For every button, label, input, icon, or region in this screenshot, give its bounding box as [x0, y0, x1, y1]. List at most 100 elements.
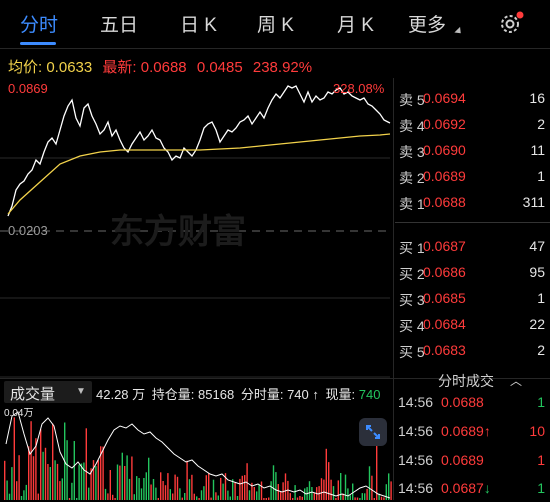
- volume-bar: [311, 487, 313, 500]
- period-tabs: 分时 五日 日 K 周 K 月 K 更多: [0, 0, 550, 48]
- volume-bar: [275, 472, 277, 500]
- volume-bar: [376, 442, 378, 500]
- volume-bar: [251, 482, 253, 500]
- open-interest-label: 持仓量:: [151, 387, 195, 402]
- volume-bar: [380, 496, 383, 500]
- volume-bar: [78, 464, 80, 500]
- volume-bar: [215, 492, 217, 500]
- gear-icon[interactable]: [497, 10, 525, 38]
- volume-bar: [364, 493, 366, 500]
- ask-row[interactable]: 卖 4 0.0692 2: [395, 112, 550, 138]
- volume-bar: [172, 493, 174, 500]
- ask-row[interactable]: 卖 2 0.0689 1: [395, 164, 550, 190]
- volume-bar: [241, 475, 243, 500]
- collapse-caret-icon[interactable]: ︿: [510, 374, 523, 388]
- ask-volume: 1: [537, 168, 545, 184]
- volume-bar: [229, 496, 231, 500]
- volume-bar: [253, 487, 255, 500]
- tab-five-day[interactable]: 五日: [100, 15, 139, 36]
- volume-bar: [340, 473, 342, 500]
- volume-bar: [80, 463, 83, 500]
- volume-selector[interactable]: 成交量 ▼: [4, 381, 92, 403]
- current-volume-label: 现量:: [325, 387, 356, 402]
- bid-row[interactable]: 买 2 0.0686 95: [395, 260, 550, 286]
- volume-bar: [35, 438, 37, 500]
- volume-bar: [188, 479, 191, 500]
- volume-bar: [224, 473, 227, 500]
- volume-bar: [385, 484, 387, 500]
- tab-weekly-k[interactable]: 周 K: [257, 15, 294, 36]
- volume-bar: [8, 493, 11, 500]
- volume-bar: [265, 498, 267, 500]
- ask-row[interactable]: 卖 5 0.0694 16: [395, 86, 550, 112]
- volume-bar: [260, 481, 263, 500]
- bid-row[interactable]: 买 1 0.0687 47: [395, 234, 550, 260]
- volume-bar: [47, 464, 49, 500]
- volume-bar: [124, 466, 126, 500]
- volume-bar: [301, 496, 303, 500]
- volume-bar: [248, 490, 251, 500]
- trade-row: 14:56 0.0687↓ 1: [395, 476, 550, 502]
- bid-row[interactable]: 买 4 0.0684 22: [395, 312, 550, 338]
- volume-bar: [25, 484, 27, 500]
- volume-chart[interactable]: 0.04万: [0, 404, 393, 500]
- volume-bar: [157, 498, 159, 500]
- volume-bar: [4, 460, 6, 500]
- trade-price: 0.0689: [441, 452, 484, 468]
- volume-bar: [112, 494, 114, 500]
- volume-bar: [198, 498, 200, 500]
- tab-more[interactable]: 更多: [408, 15, 447, 36]
- bid-row[interactable]: 买 3 0.0685 1: [395, 286, 550, 312]
- volume-bar: [234, 482, 236, 500]
- trade-volume: 1: [537, 452, 545, 468]
- total-volume: 42.28 万: [96, 387, 146, 402]
- bid-label: 买 4: [399, 318, 425, 334]
- ask-price: 0.0690: [423, 142, 466, 158]
- ask-label: 卖 3: [399, 144, 425, 160]
- expand-chart-button[interactable]: [359, 418, 387, 446]
- volume-bar: [344, 474, 347, 500]
- volume-bar: [289, 493, 291, 500]
- bid-label: 买 3: [399, 292, 425, 308]
- volume-bar: [109, 470, 111, 500]
- volume-bar: [138, 478, 140, 500]
- volume-bar: [160, 472, 162, 500]
- volume-bar: [54, 460, 56, 500]
- high-percent-label: 328.08%: [333, 81, 385, 96]
- bid-row[interactable]: 买 5 0.0683 2: [395, 338, 550, 364]
- volume-bar: [30, 421, 32, 500]
- volume-bar: [373, 498, 375, 500]
- volume-bar: [220, 477, 222, 500]
- volume-bar: [335, 498, 337, 500]
- volume-bar: [378, 493, 380, 500]
- volume-bar: [323, 479, 325, 500]
- volume-bar: [71, 482, 73, 500]
- ask-row[interactable]: 卖 1 0.0688 311: [395, 190, 550, 216]
- volume-bar: [100, 446, 102, 500]
- tabs-divider: [0, 48, 550, 49]
- volume-bar: [128, 478, 131, 500]
- intraday-price-chart[interactable]: 东方财富 0.0869 328.08% 0.0203: [0, 78, 395, 378]
- volume-bar: [73, 441, 75, 500]
- volume-divider: [0, 378, 550, 379]
- trade-volume: 1: [537, 394, 545, 410]
- volume-bar: [308, 481, 311, 500]
- tab-monthly-k[interactable]: 月 K: [337, 15, 374, 36]
- volume-bar: [167, 473, 169, 500]
- tab-daily-k[interactable]: 日 K: [180, 15, 217, 36]
- avg-price-value: 0.0633: [46, 59, 93, 76]
- trade-time: 14:56: [398, 423, 434, 439]
- ask-row[interactable]: 卖 3 0.0690 11: [395, 138, 550, 164]
- volume-bar: [97, 460, 99, 500]
- volume-bar: [90, 468, 92, 500]
- ask-volume: 2: [537, 116, 545, 132]
- bid-price: 0.0687: [423, 238, 466, 254]
- volume-bars: [4, 417, 392, 500]
- latest-price-value: 0.0688: [140, 59, 187, 76]
- tab-intraday[interactable]: 分时: [20, 15, 59, 36]
- volume-bar: [126, 455, 128, 500]
- volume-bar: [359, 498, 361, 500]
- trade-volume: 1: [537, 480, 545, 496]
- volume-bar: [284, 473, 287, 500]
- volume-bar: [232, 479, 234, 500]
